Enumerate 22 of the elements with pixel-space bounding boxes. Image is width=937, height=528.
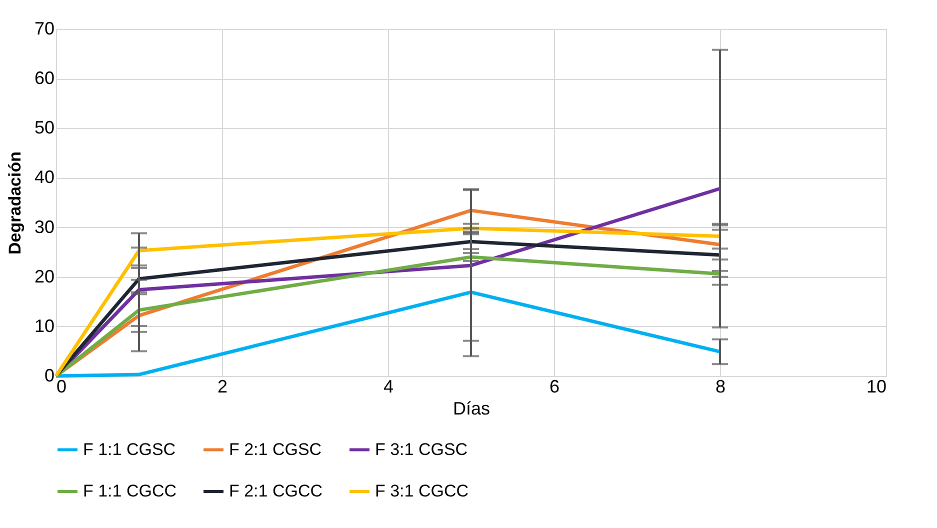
legend-label: F 2:1 CGSC bbox=[229, 440, 322, 459]
y-tick-label: 30 bbox=[34, 216, 54, 237]
x-axis-title: Días bbox=[452, 398, 490, 418]
legend-label: F 3:1 CGCC bbox=[375, 482, 469, 500]
line-series bbox=[54, 290, 722, 378]
x-tick-label: 2 bbox=[217, 376, 228, 396]
y-tick-label: 10 bbox=[34, 316, 54, 336]
x-tick-label: 6 bbox=[549, 376, 560, 396]
x-tick-label: 0 bbox=[56, 376, 67, 396]
y-tick-label: 20 bbox=[34, 266, 54, 286]
legend-label: F 3:1 CGSC bbox=[375, 440, 468, 459]
y-tick-label: 50 bbox=[34, 118, 54, 138]
y-tick-label: 70 bbox=[34, 18, 54, 38]
legend-label: F 1:1 CGSC bbox=[83, 440, 176, 459]
x-tick-label: 4 bbox=[383, 376, 394, 396]
x-tick-label: 10 bbox=[866, 376, 886, 396]
y-tick-label: 40 bbox=[34, 167, 54, 188]
legend-label: F 1:1 CGCC bbox=[83, 482, 177, 500]
y-tick-label: 60 bbox=[34, 68, 54, 88]
y-axis-title: Degradación bbox=[5, 152, 24, 254]
x-tick-label: 8 bbox=[715, 376, 726, 396]
legend-label: F 2:1 CGCC bbox=[229, 482, 323, 500]
